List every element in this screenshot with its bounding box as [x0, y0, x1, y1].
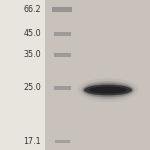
Bar: [45, 0, 150, 150]
Text: 25.0: 25.0: [24, 83, 41, 92]
Bar: [56, 34, 69, 35]
Ellipse shape: [89, 87, 127, 93]
Ellipse shape: [84, 85, 132, 95]
Text: 45.0: 45.0: [24, 29, 41, 38]
Bar: [56, 142, 68, 143]
Text: 66.2: 66.2: [24, 5, 41, 14]
Bar: [54, 86, 70, 90]
Text: 35.0: 35.0: [24, 50, 41, 59]
Bar: [52, 7, 72, 12]
Bar: [54, 9, 70, 11]
Bar: [55, 140, 70, 143]
Bar: [54, 53, 70, 57]
Bar: [54, 32, 70, 36]
Text: 17.1: 17.1: [24, 137, 41, 146]
Ellipse shape: [81, 81, 135, 99]
Bar: [56, 55, 69, 56]
Ellipse shape: [83, 83, 133, 97]
Ellipse shape: [78, 78, 138, 102]
Bar: [56, 88, 69, 89]
